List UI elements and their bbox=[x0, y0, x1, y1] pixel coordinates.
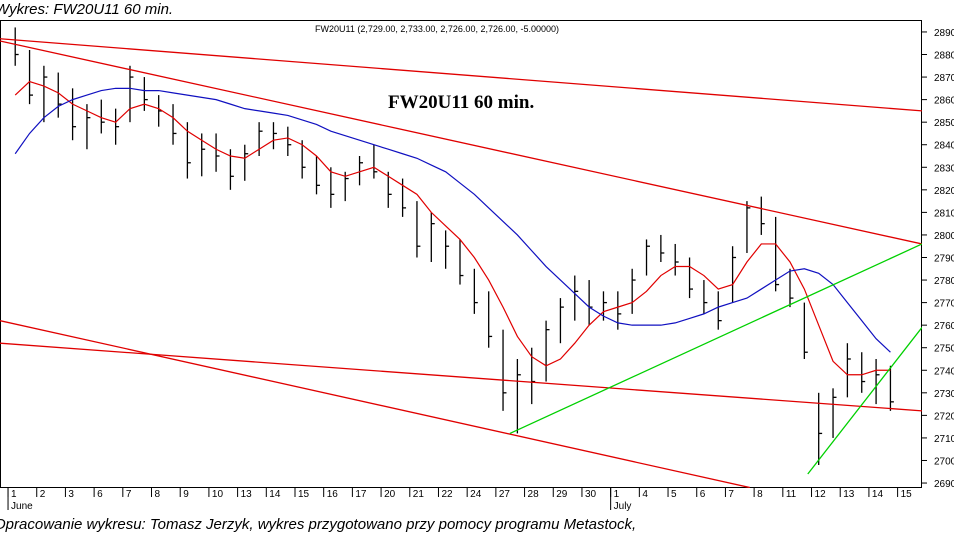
x-tick-label: 5 bbox=[671, 489, 677, 500]
trendline bbox=[0, 342, 922, 412]
x-tick-label: 2 bbox=[40, 489, 46, 500]
y-tick-label: 2760 bbox=[934, 321, 954, 332]
x-tick-label: 27 bbox=[499, 489, 511, 500]
y-tick-label: 2790 bbox=[934, 253, 954, 264]
x-tick-label: 9 bbox=[183, 489, 189, 500]
y-tick-label: 2880 bbox=[934, 51, 954, 62]
x-tick-label: 1 bbox=[614, 489, 620, 500]
trendline bbox=[0, 40, 922, 245]
x-tick-label: 20 bbox=[384, 489, 396, 500]
x-tick-label: 15 bbox=[298, 489, 310, 500]
y-tick-label: 2870 bbox=[934, 73, 954, 84]
x-tick-label: 14 bbox=[269, 489, 281, 500]
x-tick-label: 7 bbox=[728, 489, 734, 500]
x-tick-label: 1 bbox=[11, 489, 17, 500]
x-tick-label: 13 bbox=[241, 489, 253, 500]
x-tick-label: 14 bbox=[872, 489, 884, 500]
month-label: June bbox=[11, 501, 33, 512]
x-tick-label: 3 bbox=[68, 489, 74, 500]
y-tick-label: 2830 bbox=[934, 163, 954, 174]
x-tick-label: 8 bbox=[757, 489, 763, 500]
x-tick-label: 30 bbox=[585, 489, 597, 500]
trendline bbox=[0, 320, 750, 488]
y-tick-label: 2730 bbox=[934, 389, 954, 400]
y-tick-label: 2710 bbox=[934, 434, 954, 445]
y-tick-label: 2890 bbox=[934, 28, 954, 39]
x-tick-label: 11 bbox=[786, 489, 797, 500]
y-tick-label: 2840 bbox=[934, 141, 954, 152]
x-tick-label: 8 bbox=[155, 489, 161, 500]
x-tick-label: 16 bbox=[327, 489, 339, 500]
x-tick-label: 29 bbox=[556, 489, 568, 500]
y-tick-label: 2800 bbox=[934, 231, 954, 242]
y-tick-label: 2750 bbox=[934, 344, 954, 355]
trendline bbox=[0, 38, 922, 112]
legend-text: FW20U11 (2,729.00, 2,733.00, 2,726.00, 2… bbox=[315, 24, 559, 34]
y-tick-label: 2780 bbox=[934, 276, 954, 287]
x-tick-label: 13 bbox=[843, 489, 855, 500]
y-tick-label: 2860 bbox=[934, 96, 954, 107]
x-tick-label: 12 bbox=[815, 489, 827, 500]
moving-average bbox=[14, 87, 891, 353]
y-tick-label: 2810 bbox=[934, 208, 954, 219]
x-tick-label: 21 bbox=[413, 489, 425, 500]
y-tick-label: 2850 bbox=[934, 118, 954, 129]
page-footer: Opracowanie wykresu: Tomasz Jerzyk, wykr… bbox=[0, 516, 636, 533]
y-tick-label: 2740 bbox=[934, 366, 954, 377]
x-tick-label: 6 bbox=[700, 489, 706, 500]
moving-average bbox=[14, 80, 891, 376]
x-tick-label: 10 bbox=[212, 489, 224, 500]
page-header: Wykres: FW20U11 60 min. bbox=[0, 1, 173, 18]
y-tick-label: 2720 bbox=[934, 411, 954, 422]
y-tick-label: 2770 bbox=[934, 299, 954, 310]
x-tick-label: 17 bbox=[355, 489, 367, 500]
y-tick-label: 2690 bbox=[934, 479, 954, 490]
x-tick-label: 4 bbox=[642, 489, 648, 500]
x-tick-label: 28 bbox=[528, 489, 540, 500]
x-tick-label: 15 bbox=[901, 489, 913, 500]
x-tick-label: 7 bbox=[126, 489, 132, 500]
y-tick-label: 2700 bbox=[934, 456, 954, 467]
x-tick-label: 22 bbox=[441, 489, 453, 500]
trendline bbox=[509, 243, 922, 435]
plot-area bbox=[0, 27, 922, 488]
x-tick-label: 6 bbox=[97, 489, 103, 500]
trendline bbox=[807, 327, 922, 475]
x-tick-label: 24 bbox=[470, 489, 482, 500]
chart-title: FW20U11 60 min. bbox=[388, 92, 534, 113]
month-label: July bbox=[614, 501, 632, 512]
y-tick-label: 2820 bbox=[934, 186, 954, 197]
